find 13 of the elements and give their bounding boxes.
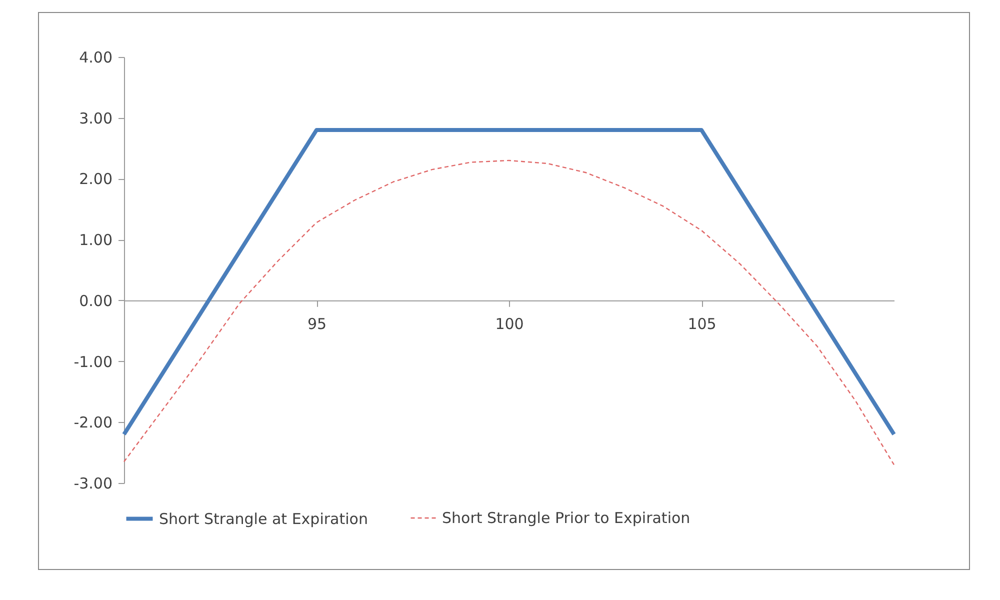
y-tick-label: 0.00: [79, 292, 112, 310]
x-tick-label: 95: [307, 314, 327, 333]
y-tick-label: -3.00: [74, 474, 112, 492]
x-tick-label: 100: [495, 314, 524, 333]
y-tick-label: -2.00: [74, 414, 112, 432]
y-tick-label: 2.00: [79, 170, 112, 188]
legend-label: Short Strangle at Expiration: [159, 510, 368, 528]
x-tick-label: 105: [688, 314, 716, 333]
y-tick-label: 4.00: [79, 48, 112, 66]
y-tick-label: 1.00: [79, 231, 112, 250]
y-tick-label: 3.00: [79, 109, 112, 128]
y-tick-label: -1.00: [74, 352, 112, 371]
legend-label: Short Strangle Prior to Expiration: [442, 509, 690, 527]
